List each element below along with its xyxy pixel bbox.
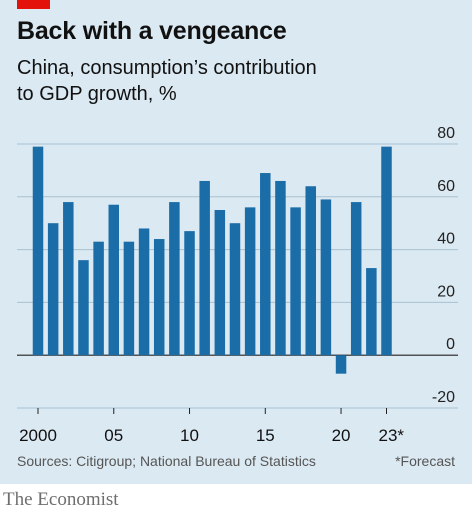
forecast-footnote: *Forecast bbox=[395, 453, 455, 469]
y-axis-tick-labels: -20 0 20 40 60 80 bbox=[432, 125, 455, 406]
chart-subtitle-line2: to GDP growth, % bbox=[17, 83, 177, 105]
chart-title: Back with a vengeance bbox=[17, 17, 287, 45]
x-tick-label: 2000 bbox=[19, 426, 57, 445]
bar-2017 bbox=[290, 207, 301, 356]
source-note: Sources: Citigroup; National Bureau of S… bbox=[17, 453, 316, 469]
bars bbox=[32, 146, 392, 374]
bar-2000 bbox=[32, 146, 44, 356]
bar-2012 bbox=[214, 210, 226, 356]
bar-2018 bbox=[305, 186, 316, 356]
brand-red-tag bbox=[17, 0, 50, 9]
bar-2021 bbox=[350, 202, 362, 356]
y-tick-label: 40 bbox=[437, 231, 455, 248]
bar-2009 bbox=[169, 202, 180, 356]
bar-chart: -20 0 20 40 60 80 2000 05 10 15 20 23* bbox=[17, 125, 458, 445]
x-tick-label: 23* bbox=[379, 426, 405, 445]
x-tick-label: 15 bbox=[256, 426, 275, 445]
bar-2016 bbox=[275, 180, 286, 356]
bar-2022 bbox=[366, 268, 377, 356]
bar-2005 bbox=[108, 204, 120, 356]
bar-2001 bbox=[47, 223, 59, 356]
y-tick-label: 20 bbox=[437, 283, 455, 300]
bar-2010 bbox=[184, 231, 195, 356]
x-tick-label: 20 bbox=[332, 426, 351, 445]
x-axis-ticks: 2000 05 10 15 20 23* bbox=[19, 408, 404, 445]
bar-2020 bbox=[335, 355, 347, 374]
bar-2008 bbox=[153, 239, 165, 356]
y-tick-label: 0 bbox=[446, 336, 455, 353]
bar-2011 bbox=[199, 180, 210, 356]
bar-2007 bbox=[138, 228, 150, 356]
chart-subtitle-line1: China, consumption’s contribution bbox=[17, 57, 317, 79]
y-tick-label: 60 bbox=[437, 178, 455, 195]
bar-2004 bbox=[93, 241, 104, 356]
economist-logo: The Economist bbox=[3, 489, 119, 510]
y-tick-label: 80 bbox=[437, 125, 455, 142]
y-tick-label: -20 bbox=[432, 389, 455, 406]
chart-subtitle: China, consumption’s contribution to GDP… bbox=[17, 55, 317, 107]
x-tick-label: 10 bbox=[180, 426, 199, 445]
bar-2002 bbox=[63, 202, 74, 356]
bar-2014 bbox=[244, 207, 256, 356]
bar-2015 bbox=[260, 173, 271, 356]
bar-2023 bbox=[381, 146, 392, 356]
bar-2003 bbox=[78, 260, 89, 356]
x-tick-label: 05 bbox=[104, 426, 123, 445]
bar-2006 bbox=[123, 241, 135, 356]
bar-2019 bbox=[320, 199, 332, 356]
bar-2013 bbox=[229, 223, 241, 356]
